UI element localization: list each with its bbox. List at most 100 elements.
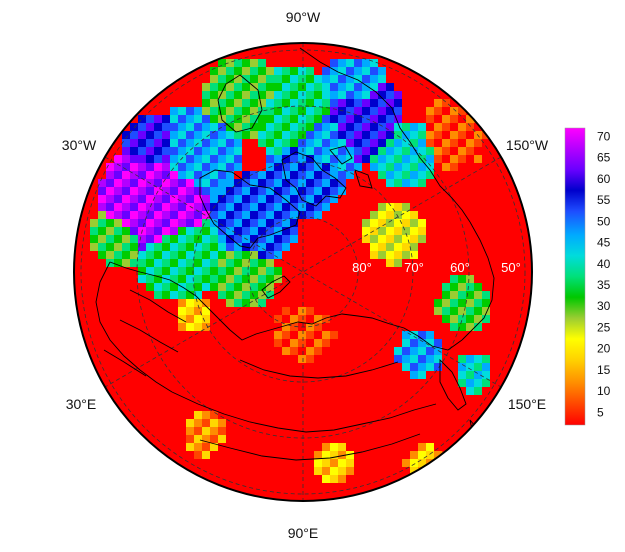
field-cell <box>330 435 339 444</box>
field-cell <box>106 275 115 284</box>
field-cell <box>138 275 147 284</box>
field-cell <box>138 339 147 348</box>
field-cell <box>202 203 211 212</box>
field-cell <box>378 315 387 324</box>
field-cell <box>106 371 115 380</box>
field-cell <box>242 435 251 444</box>
field-cell <box>266 307 275 316</box>
field-cell <box>354 211 363 220</box>
field-cell <box>122 275 131 284</box>
field-cell <box>290 275 299 284</box>
field-cell <box>370 219 379 228</box>
field-cell <box>474 307 483 316</box>
field-cell <box>522 235 531 244</box>
field-cell <box>130 235 139 244</box>
field-cell <box>306 323 315 332</box>
field-cell <box>242 115 251 124</box>
field-cell <box>282 331 291 340</box>
field-cell <box>234 211 243 220</box>
field-cell <box>402 411 411 420</box>
field-cell <box>306 155 315 164</box>
field-cell <box>82 227 91 236</box>
field-cell <box>202 443 211 452</box>
field-cell <box>330 59 339 68</box>
field-cell <box>322 115 331 124</box>
field-cell <box>250 235 259 244</box>
field-cell <box>170 131 179 140</box>
field-cell <box>178 227 187 236</box>
field-cell <box>466 291 475 300</box>
field-cell <box>458 323 467 332</box>
field-cell <box>122 155 131 164</box>
field-cell <box>138 115 147 124</box>
field-cell <box>378 467 387 476</box>
field-cell <box>98 259 107 268</box>
field-cell <box>82 211 91 220</box>
field-cell <box>506 331 515 340</box>
field-cell <box>394 139 403 148</box>
field-cell <box>354 339 363 348</box>
field-cell <box>402 315 411 324</box>
field-cell <box>298 491 307 500</box>
field-cell <box>522 307 531 316</box>
field-cell <box>210 187 219 196</box>
field-cell <box>138 259 147 268</box>
field-cell <box>442 307 451 316</box>
field-cell <box>210 467 219 476</box>
field-cell <box>378 443 387 452</box>
field-cell <box>458 163 467 172</box>
field-cell <box>178 395 187 404</box>
field-cell <box>378 387 387 396</box>
field-cell <box>274 107 283 116</box>
alaska-coast <box>461 221 495 341</box>
field-cell <box>474 371 483 380</box>
field-cell <box>514 299 523 308</box>
field-cell <box>202 363 211 372</box>
field-cell <box>290 267 299 276</box>
field-cell <box>514 227 523 236</box>
field-cell <box>194 219 203 228</box>
field-cell <box>330 131 339 140</box>
field-cell <box>450 195 459 204</box>
field-cell <box>282 307 291 316</box>
field-cell <box>378 459 387 468</box>
field-cell <box>266 131 275 140</box>
field-cell <box>482 347 491 356</box>
field-cell <box>226 419 235 428</box>
field-cell <box>338 115 347 124</box>
field-cell <box>194 123 203 132</box>
field-cell <box>386 203 395 212</box>
field-cell <box>490 187 499 196</box>
colorbar-tick-label: 40 <box>597 257 611 271</box>
field-cell <box>266 483 275 492</box>
field-cell <box>258 483 267 492</box>
field-cell <box>234 427 243 436</box>
field-cell <box>330 67 339 76</box>
field-cell <box>250 315 259 324</box>
field-cell <box>378 283 387 292</box>
field-cell <box>386 131 395 140</box>
field-cell <box>154 139 163 148</box>
field-cell <box>178 155 187 164</box>
field-cell <box>450 163 459 172</box>
field-cell <box>170 163 179 172</box>
field-cell <box>154 99 163 108</box>
field-cell <box>106 291 115 300</box>
field-cell <box>346 267 355 276</box>
field-cell <box>426 395 435 404</box>
field-cell <box>202 267 211 276</box>
field-cell <box>274 211 283 220</box>
field-cell <box>162 115 171 124</box>
field-cell <box>146 307 155 316</box>
field-cell <box>306 139 315 148</box>
field-cell <box>442 283 451 292</box>
field-cell <box>506 315 515 324</box>
field-cell <box>426 323 435 332</box>
field-cell <box>362 51 371 60</box>
field-cell <box>346 315 355 324</box>
field-cell <box>338 339 347 348</box>
field-cell <box>354 283 363 292</box>
field-cell <box>178 339 187 348</box>
field-cell <box>154 395 163 404</box>
field-cell <box>290 259 299 268</box>
